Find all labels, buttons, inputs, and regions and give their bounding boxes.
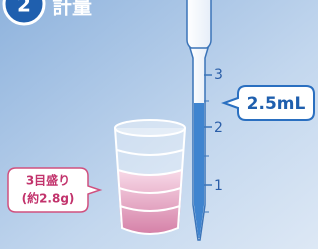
illustration: 2 計量 1 2 3 2.5mL 3目盛り (約2.8g) — [0, 0, 318, 249]
scale-label: 2 — [214, 120, 223, 136]
scale-label: 3 — [214, 67, 223, 83]
scale-label: 1 — [214, 178, 223, 194]
step-title: 計量 — [52, 0, 92, 19]
cup-label: (約2.8g) — [22, 191, 75, 206]
cup — [115, 120, 185, 234]
page: 2 計量 1 2 3 2.5mL 3目盛り (約2.8g) (() => { c… — [0, 0, 320, 249]
step-number: 2 — [17, 0, 31, 17]
callout-text: 2.5mL — [247, 94, 306, 114]
cup-label: 3目盛り — [26, 173, 70, 188]
